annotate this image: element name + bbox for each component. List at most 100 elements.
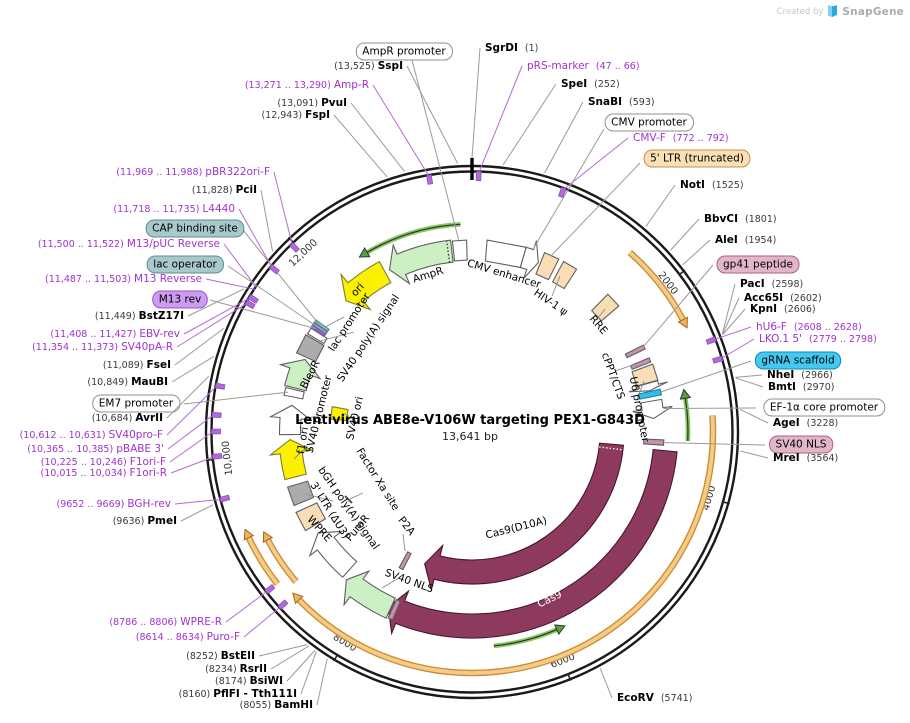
primer-tick-8624[interactable] bbox=[277, 599, 289, 611]
primer-tick-10235[interactable] bbox=[211, 428, 221, 435]
callout-noti[interactable]: NotI (1525) bbox=[645, 179, 744, 227]
callout-sspi[interactable]: (13,525) SspI bbox=[334, 60, 459, 164]
feature-sv40-polya-signal[interactable] bbox=[295, 334, 325, 363]
feature-p2a[interactable] bbox=[398, 551, 412, 571]
feature-label-factor-xa-site[interactable]: Factor Xa site bbox=[354, 446, 402, 513]
callout-ampr-promoter[interactable]: AmpR promoter bbox=[355, 42, 460, 240]
feature-sv40-promoter[interactable] bbox=[268, 404, 313, 436]
feature-label-cas9-d10a-[interactable]: Cas9(D10A) bbox=[484, 515, 548, 542]
primer-tick-782[interactable] bbox=[557, 186, 567, 198]
callout-ef1a-core-promoter[interactable]: EF-1α core promoter bbox=[663, 398, 886, 417]
callout-pbabe-3[interactable]: (10,365 .. 10,385) pBABE 3' bbox=[27, 414, 214, 455]
callout-m13-puc-reverse[interactable]: (11,500 .. 11,522) M13/pUC Reverse bbox=[38, 238, 258, 289]
callout-lac-operator[interactable]: lac operator bbox=[146, 255, 317, 327]
primer-tick-10621[interactable] bbox=[214, 382, 226, 390]
callout-cmv-promoter[interactable]: CMV promoter bbox=[532, 113, 694, 250]
feature-3-ltr-du3[interactable] bbox=[295, 502, 327, 532]
feature-f1-ori[interactable] bbox=[268, 438, 314, 481]
callout-lko-1-5[interactable]: LKO.1 5' (2779 .. 2798) bbox=[720, 333, 877, 360]
callout-puro-f[interactable]: (8614 .. 8634) Puro-F bbox=[136, 606, 282, 643]
callout-m13-rev[interactable]: M13 rev bbox=[152, 290, 316, 329]
callout-f1ori-r[interactable]: (10,015 .. 10,034) F1ori-R bbox=[41, 456, 215, 479]
callout-ecorv[interactable]: EcoRV (5741) bbox=[599, 668, 692, 704]
callout-pbr322ori-f[interactable]: (11,969 .. 11,988) pBR322ori-F bbox=[116, 166, 293, 246]
callout-bsteii[interactable]: (8252) BstEII bbox=[186, 644, 308, 662]
callout-wpre-r[interactable]: (8786 .. 8806) WPRE-R bbox=[109, 590, 268, 628]
callout-fsei[interactable]: (11,089) FseI bbox=[103, 328, 225, 371]
callout-paci[interactable]: PacI (2598) bbox=[721, 278, 803, 334]
primer-tick-11978[interactable] bbox=[289, 242, 300, 253]
feature-label-f1-ori[interactable]: f1 ori bbox=[295, 426, 311, 455]
callout-5-ltr-truncated[interactable]: 5' LTR (truncated) bbox=[550, 149, 751, 257]
callout-sv40pa-r[interactable]: (11,354 .. 11,373) SV40pA-R bbox=[32, 302, 248, 353]
callout-snabi[interactable]: SnaBI (593) bbox=[544, 96, 655, 174]
callout-sv40-nls[interactable]: SV40 NLS bbox=[664, 435, 834, 454]
primer-tick-10375[interactable] bbox=[211, 411, 222, 419]
feature-ori[interactable] bbox=[340, 260, 392, 311]
feature-label-cppt-cts[interactable]: cPPT/CTS bbox=[599, 351, 627, 401]
primer-tick-11417[interactable] bbox=[247, 294, 259, 304]
feature-5-ltr-truncated[interactable] bbox=[535, 251, 560, 281]
callout-amp-r[interactable]: (13,271 .. 13,290) Amp-R bbox=[245, 79, 430, 177]
feature-em7-promoter[interactable] bbox=[283, 386, 305, 400]
callout-alei[interactable]: AleI (1954) bbox=[682, 234, 777, 266]
callout-nhei[interactable]: NheI (2966) bbox=[735, 369, 833, 381]
feature-bgh-polya-signal[interactable] bbox=[286, 480, 315, 507]
feature-lac-promoter[interactable] bbox=[306, 327, 328, 345]
callout-avrii[interactable]: (10,684) AvrII bbox=[92, 375, 210, 424]
feature-gp41-peptide[interactable] bbox=[624, 344, 646, 359]
feature-label-hiv-1-[interactable]: HIV-1 ψ bbox=[531, 287, 570, 318]
callout-pcii[interactable]: (11,828) PciI bbox=[192, 184, 274, 252]
callout-bstz17i[interactable]: (11,449) BstZ17I bbox=[95, 288, 245, 322]
callout-em7-promoter[interactable]: EM7 promoter bbox=[92, 391, 289, 413]
callout-spei[interactable]: SpeI (252) bbox=[502, 78, 620, 166]
feature-cmv-promoter[interactable] bbox=[519, 240, 539, 279]
callout-bsiwi[interactable]: (8174) BsiWI bbox=[215, 650, 316, 687]
feature-label-sv40-ori[interactable]: SV40 ori bbox=[344, 395, 366, 441]
callout-m13-reverse[interactable]: (11,487 .. 11,503) M13 Reverse bbox=[45, 273, 256, 291]
callout-bmti[interactable]: BmtI (2970) bbox=[735, 377, 834, 393]
primer-tick-9660[interactable] bbox=[219, 494, 231, 503]
callout-agei[interactable]: AgeI (3228) bbox=[739, 408, 838, 429]
primer-tick-10024[interactable] bbox=[212, 453, 223, 460]
feature-cas9-d10a[interactable] bbox=[424, 442, 625, 592]
callout-sgrdi[interactable]: SgrDI (1) bbox=[471, 42, 538, 159]
feature-rre[interactable] bbox=[590, 293, 620, 322]
feature-bleor[interactable] bbox=[278, 358, 322, 392]
callout-kpni[interactable]: KpnI (2606) bbox=[722, 303, 816, 335]
feature-cppt-cts[interactable] bbox=[629, 357, 652, 370]
callout-acc65i[interactable]: Acc65I (2602) bbox=[722, 292, 822, 335]
callout-l4440[interactable]: (11,718 .. 11,735) L4440 bbox=[113, 203, 273, 268]
feature-sv40-nls[interactable] bbox=[643, 438, 665, 446]
callout-maubi[interactable]: (10,849) MauBI bbox=[87, 356, 215, 388]
primer-tick-13280[interactable] bbox=[426, 174, 434, 185]
callout-bbvci[interactable]: BbvCI (1801) bbox=[670, 213, 777, 251]
callout-pflfi-tth111i[interactable]: (8160) PflFI - Tth111I bbox=[179, 651, 317, 700]
feature-wpre[interactable] bbox=[308, 530, 358, 579]
callout-bamhi[interactable]: (8055) BamHI bbox=[240, 658, 328, 711]
callout-mrei[interactable]: MreI (3564) bbox=[740, 450, 838, 464]
callout-fspi[interactable]: (12,943) FspI bbox=[261, 109, 388, 178]
feature-sv40-ori[interactable] bbox=[329, 406, 349, 422]
callout-grna-scaffold[interactable]: gRNA scaffold bbox=[660, 351, 842, 393]
feature-ef1a-core-promoter[interactable] bbox=[632, 398, 673, 420]
callout-cmv-f[interactable]: CMV-F (772 .. 792) bbox=[562, 132, 729, 191]
callout-f1ori-f[interactable]: (10,225 .. 10,246) F1ori-F bbox=[41, 431, 214, 468]
factor-xa-site-mark[interactable] bbox=[344, 495, 353, 504]
callout-cap-binding-site[interactable]: CAP binding site bbox=[145, 219, 319, 324]
feature-ampr[interactable] bbox=[388, 239, 454, 286]
feature-grna-scaffold[interactable] bbox=[638, 388, 663, 400]
callout-ebv-rev[interactable]: (11,408 .. 11,427) EBV-rev bbox=[50, 296, 251, 340]
feature-label-p2a[interactable]: P2A bbox=[395, 514, 417, 538]
primer-tick-56[interactable] bbox=[475, 171, 482, 182]
primer-tick-11726[interactable] bbox=[268, 264, 280, 275]
callout-prs-marker[interactable]: pRS-marker (47 .. 66) bbox=[478, 60, 640, 174]
callout-gp41-peptide[interactable]: gp41 peptide bbox=[642, 255, 800, 349]
primer-tick-2789[interactable] bbox=[712, 355, 724, 364]
primer-tick-11363[interactable] bbox=[244, 299, 256, 310]
primer-tick-2618[interactable] bbox=[705, 336, 717, 345]
feature-puror[interactable] bbox=[343, 569, 396, 619]
callout-hu6-f[interactable]: hU6-F (2608 .. 2628) bbox=[713, 321, 862, 341]
primer-tick-8796[interactable] bbox=[264, 583, 276, 595]
callout-rsrii[interactable]: (8234) RsrII bbox=[205, 645, 310, 675]
